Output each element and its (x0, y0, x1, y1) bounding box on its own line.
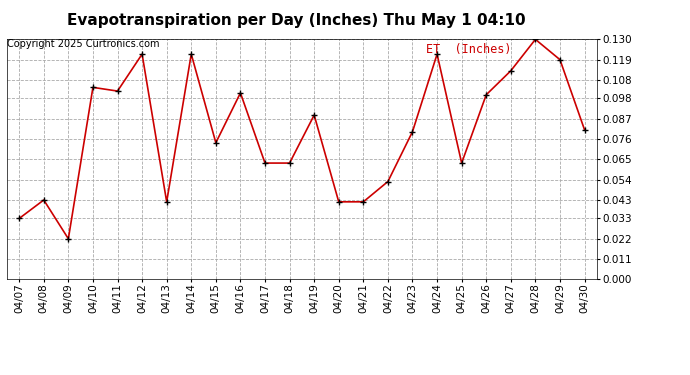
Text: Copyright 2025 Curtronics.com: Copyright 2025 Curtronics.com (7, 39, 159, 50)
Text: Evapotranspiration per Day (Inches) Thu May 1 04:10: Evapotranspiration per Day (Inches) Thu … (68, 13, 526, 28)
Text: ET  (Inches): ET (Inches) (426, 43, 511, 56)
